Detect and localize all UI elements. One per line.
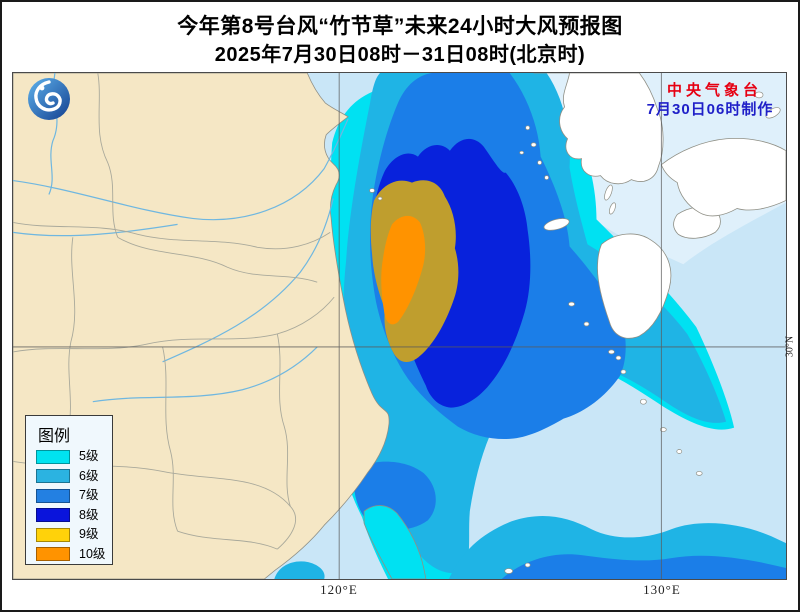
- agency-name: 中央气象台: [666, 82, 762, 99]
- level9-swatch: [36, 527, 70, 542]
- small-islands: [369, 91, 781, 574]
- southwest-corner-level6: [274, 561, 325, 579]
- issue-time: 7月30日06时制作: [646, 101, 774, 118]
- forecast-map: [12, 72, 787, 580]
- legend-box: 图例 5级 6级 7级 8级 9级 10级: [25, 415, 113, 565]
- level8-swatch: [36, 508, 70, 522]
- cma-logo-icon: [28, 78, 70, 120]
- kyushu-island: [597, 233, 672, 339]
- honshu-island: [660, 137, 786, 217]
- legend-item: 7级: [36, 488, 112, 503]
- legend-item: 10级: [36, 546, 112, 561]
- korea-landmass: [533, 73, 664, 185]
- page-title: 今年第8号台风“竹节草”未来24小时大风预报图: [177, 15, 623, 38]
- map-canvas: [13, 73, 786, 579]
- wind-level10-area: [381, 215, 426, 325]
- level7-swatch: [36, 488, 70, 503]
- page-subtitle: 2025年7月30日08时－31日08时(北京时): [214, 44, 586, 66]
- legend-item: 9级: [36, 527, 112, 542]
- level9-label: 9级: [79, 527, 99, 541]
- legend-item: 5级: [36, 449, 112, 464]
- legend-item: 6级: [36, 468, 112, 483]
- level10-label: 10级: [79, 546, 106, 561]
- longitude-label-120e: 120°E: [320, 582, 358, 597]
- legend-title: 图例: [38, 428, 71, 445]
- level10-swatch: [36, 547, 70, 561]
- province-borders: [13, 73, 335, 550]
- latitude-label-30n: 30°N: [784, 335, 796, 358]
- taiwan-island: [363, 505, 427, 579]
- graticule-lines: [13, 73, 786, 579]
- level5-label: 5级: [79, 449, 99, 463]
- level5-swatch: [36, 449, 70, 464]
- level6-label: 6级: [79, 468, 99, 483]
- longitude-label-130e: 130°E: [643, 582, 681, 597]
- level8-label: 8级: [79, 507, 99, 522]
- legend-item: 8级: [36, 507, 112, 522]
- south-band-level7: [501, 554, 786, 579]
- level7-label: 7级: [79, 488, 99, 502]
- level6-swatch: [36, 469, 70, 483]
